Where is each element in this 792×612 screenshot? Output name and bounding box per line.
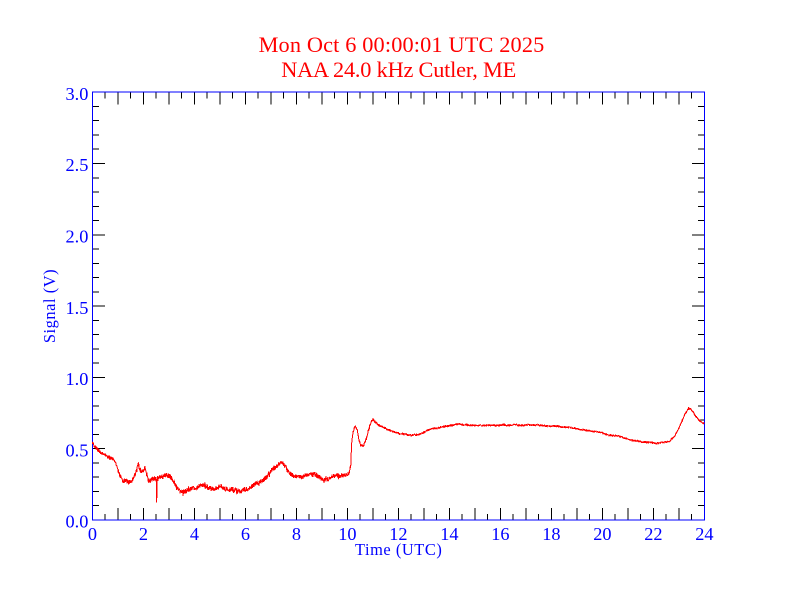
svg-text:Time (UTC): Time (UTC) <box>355 540 442 559</box>
svg-text:24: 24 <box>695 524 713 544</box>
svg-text:3.0: 3.0 <box>66 84 89 104</box>
svg-text:14: 14 <box>440 524 458 544</box>
svg-text:16: 16 <box>491 524 509 544</box>
svg-text:10: 10 <box>338 524 356 544</box>
svg-text:8: 8 <box>292 524 301 544</box>
svg-text:2.0: 2.0 <box>66 227 89 247</box>
svg-text:20: 20 <box>593 524 611 544</box>
svg-text:1.0: 1.0 <box>66 369 89 389</box>
svg-text:2.5: 2.5 <box>66 155 89 175</box>
svg-text:1.5: 1.5 <box>66 298 89 318</box>
svg-text:0.0: 0.0 <box>66 512 89 532</box>
svg-text:0.5: 0.5 <box>66 440 89 460</box>
svg-text:Mon Oct 6 00:00:01 UTC 2025: Mon Oct 6 00:00:01 UTC 2025 <box>259 32 545 57</box>
svg-text:6: 6 <box>241 524 250 544</box>
svg-text:4: 4 <box>190 524 199 544</box>
svg-text:Signal (V): Signal (V) <box>40 269 59 343</box>
svg-text:0: 0 <box>88 524 97 544</box>
svg-text:NAA 24.0 kHz Cutler, ME: NAA 24.0 kHz Cutler, ME <box>281 57 516 82</box>
svg-text:18: 18 <box>542 524 560 544</box>
svg-text:2: 2 <box>139 524 148 544</box>
svg-text:22: 22 <box>644 524 662 544</box>
svg-text:12: 12 <box>389 524 407 544</box>
